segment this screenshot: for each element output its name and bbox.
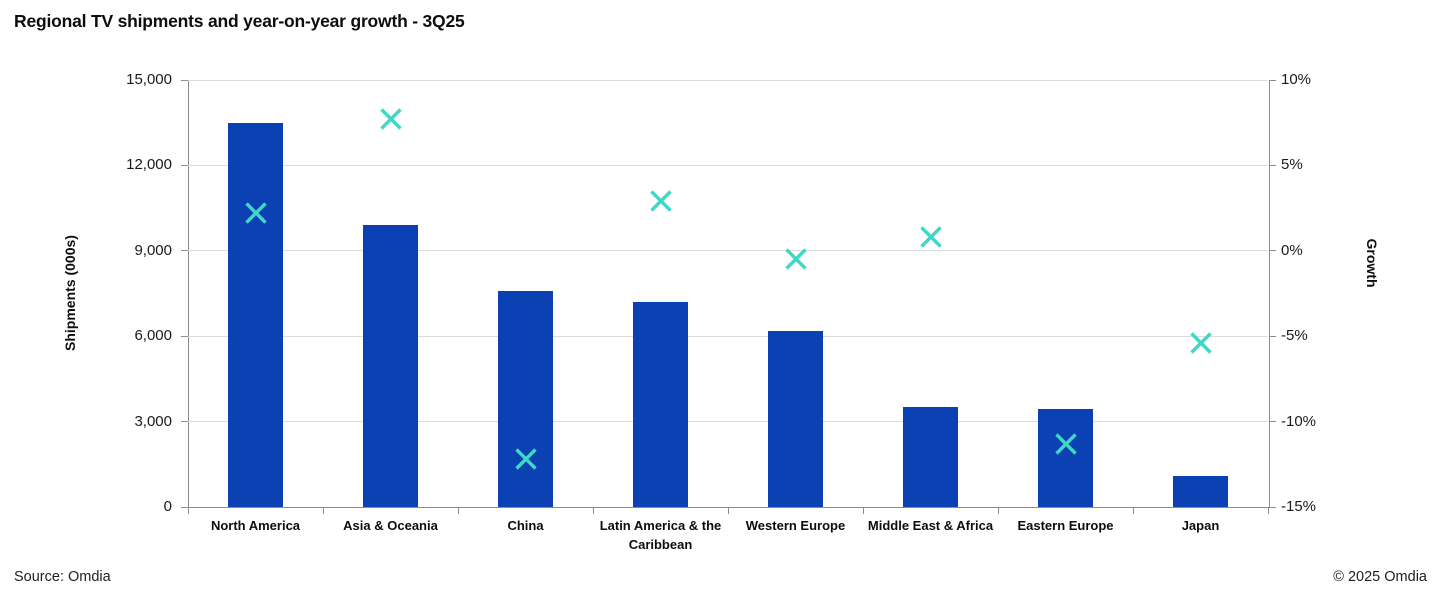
bottom-axis-tick (458, 508, 459, 514)
chart-title: Regional TV shipments and year-on-year g… (14, 11, 465, 31)
right-axis-tick (1269, 506, 1276, 508)
source-note: Source: Omdia (14, 569, 111, 585)
bar (363, 225, 418, 507)
right-axis-tick (1269, 250, 1276, 252)
right-axis-tick-label: -10% (1281, 412, 1317, 430)
growth-x-marker (1054, 432, 1078, 456)
right-axis-tick (1269, 421, 1276, 423)
left-axis-tick-label: 12,000 (126, 156, 172, 174)
bar (498, 290, 553, 507)
category-label: Eastern Europe (1017, 518, 1114, 533)
left-axis-tick-label: 9,000 (134, 241, 172, 259)
right-axis-tick (1269, 79, 1276, 81)
left-axis-tick (181, 164, 188, 166)
category-label: North America (210, 518, 301, 533)
gridline (188, 164, 1268, 166)
bar (768, 330, 823, 507)
growth-x-marker (784, 247, 808, 271)
category-label: Latin America & the Caribbean (599, 518, 722, 552)
copyright-note: © 2025 Omdia (1333, 569, 1427, 585)
left-axis-tick-label: 0 (163, 498, 172, 515)
bottom-axis-tick (188, 508, 189, 514)
category-label: Middle East & Africa (867, 518, 994, 533)
gridline (188, 79, 1268, 81)
bottom-axis-tick (998, 508, 999, 514)
growth-x-marker (244, 201, 268, 225)
right-axis-tick-label: 5% (1281, 156, 1303, 174)
left-axis-tick-label: 3,000 (134, 412, 172, 430)
bar (1038, 408, 1093, 507)
right-axis-tick (1269, 335, 1276, 337)
growth-x-marker (919, 225, 943, 249)
growth-x-marker (649, 189, 673, 213)
right-axis-tick-label: 10% (1281, 71, 1312, 88)
right-axis-tick-label: -5% (1281, 327, 1308, 345)
growth-x-marker (514, 447, 538, 471)
left-axis-tick (181, 421, 188, 423)
bar (903, 407, 958, 507)
bottom-axis-tick (323, 508, 324, 514)
bar (633, 302, 688, 507)
category-label: China (507, 518, 544, 533)
growth-x-marker (1189, 331, 1213, 355)
right-axis-title: Growth (1364, 238, 1380, 288)
category-label: Western Europe (745, 518, 846, 533)
bar (1173, 475, 1228, 507)
gridline (188, 250, 1268, 252)
left-axis-tick (181, 506, 188, 508)
left-axis-title: Shipments (000s) (62, 235, 78, 351)
left-axis-tick-label: 6,000 (134, 327, 172, 345)
left-axis-tick (181, 335, 188, 337)
bottom-axis-tick (593, 508, 594, 514)
gridline (188, 335, 1268, 337)
right-axis-tick-label: -15% (1281, 498, 1317, 515)
left-axis-tick-label: 15,000 (126, 71, 172, 88)
category-label: Asia & Oceania (343, 518, 438, 533)
category-label: Japan (1181, 518, 1220, 533)
bottom-axis-tick (1133, 508, 1134, 514)
right-axis-tick-label: 0% (1281, 241, 1303, 259)
bottom-axis-tick (1268, 508, 1269, 514)
left-axis-tick (181, 79, 188, 81)
left-axis-tick (181, 250, 188, 252)
right-axis-tick (1269, 164, 1276, 166)
bottom-axis-tick (863, 508, 864, 514)
gridline (188, 421, 1268, 423)
bar (228, 122, 283, 507)
plot-area (188, 80, 1270, 508)
growth-x-marker (379, 107, 403, 131)
bottom-axis-tick (728, 508, 729, 514)
